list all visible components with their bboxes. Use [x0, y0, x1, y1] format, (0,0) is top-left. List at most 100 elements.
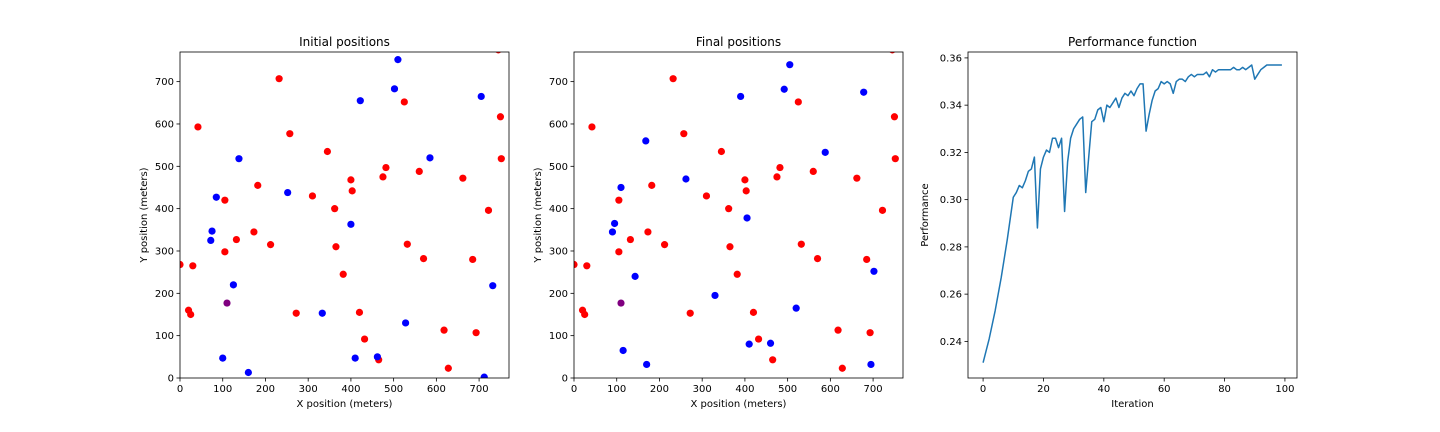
red-point	[574, 260, 578, 269]
red-point	[275, 75, 283, 83]
blue-point	[235, 155, 243, 163]
y-tick-label: 0.34	[940, 101, 962, 112]
red-point	[809, 167, 817, 175]
red-point	[440, 326, 448, 334]
red-point	[308, 192, 317, 200]
x-tick-label: 300	[693, 384, 712, 395]
chart-title: Performance function	[1068, 35, 1197, 49]
red-point	[754, 335, 763, 343]
red-point	[415, 167, 423, 175]
blue-point	[347, 220, 355, 228]
performance-line	[982, 64, 1282, 363]
red-point	[250, 228, 258, 236]
red-point	[644, 228, 652, 236]
red-point	[286, 130, 294, 138]
red-point	[472, 329, 480, 337]
x-tick-label: 40	[1097, 384, 1110, 395]
blue-point	[743, 214, 751, 222]
red-point	[379, 173, 387, 181]
x-tick-label: 20	[1037, 384, 1050, 395]
y-axis-label: Performance	[920, 183, 931, 246]
x-tick-label: 400	[341, 384, 360, 395]
blue-point	[356, 97, 364, 105]
blue-point	[860, 88, 868, 96]
x-tick-label: 700	[864, 384, 883, 395]
red-point	[419, 255, 428, 263]
y-axis-label: Y position (meters)	[139, 167, 150, 263]
blue-point	[745, 340, 753, 348]
red-point	[332, 243, 340, 251]
x-tick-label: 100	[1275, 384, 1294, 395]
x-tick-label: 700	[470, 384, 489, 395]
blue-point	[619, 346, 627, 355]
blue-point	[373, 353, 381, 361]
x-tick-label: 300	[299, 384, 318, 395]
red-point	[459, 174, 467, 182]
red-point	[773, 173, 781, 181]
red-point	[292, 309, 300, 317]
performance-function-panel: Performance function 0 20 40 60 80 100 0.24 0.26…	[920, 35, 1298, 410]
red-point	[221, 248, 229, 256]
x-axis-label: X position (meters)	[691, 399, 787, 410]
y-tick-label: 600	[155, 119, 174, 130]
blue-point	[786, 61, 794, 69]
y-axis-label: Y position (meters)	[533, 167, 544, 263]
x-tick-label: 100	[213, 384, 232, 395]
blue-point	[284, 188, 292, 197]
red-point	[187, 310, 195, 319]
x-tick-label: 200	[256, 384, 275, 395]
red-point	[221, 196, 229, 204]
y-tick-label: 0	[168, 374, 174, 385]
x-axis-label: X position (meters)	[297, 399, 393, 410]
red-point	[615, 196, 623, 204]
red-point	[339, 270, 347, 278]
red-point	[588, 123, 596, 131]
red-point	[863, 255, 871, 264]
blue-point	[870, 267, 878, 275]
axes-frame	[179, 51, 510, 379]
red-point	[890, 113, 899, 121]
red-point	[725, 205, 733, 213]
y-tick-label: 300	[155, 246, 174, 257]
red-point	[853, 174, 861, 182]
red-point	[749, 308, 758, 316]
blue-point	[219, 354, 227, 362]
red-point	[469, 255, 477, 264]
red-point	[347, 176, 355, 184]
y-tick-label: 0.24	[940, 337, 962, 348]
red-point	[496, 113, 505, 121]
y-tick-label: 700	[549, 77, 568, 88]
axes-frame	[967, 51, 1298, 379]
red-point	[834, 326, 842, 334]
red-point	[680, 130, 688, 138]
red-point	[648, 181, 656, 189]
red-point	[382, 163, 390, 172]
red-point	[360, 335, 369, 343]
x-tick-label: 100	[607, 384, 626, 395]
y-tick-label: 0	[562, 374, 568, 385]
y-tick-label: 0.30	[940, 195, 962, 206]
red-point	[660, 241, 669, 249]
red-point	[669, 75, 677, 83]
blue-point	[318, 309, 326, 317]
axes-frame	[573, 51, 904, 379]
red-point	[769, 356, 777, 364]
red-point	[797, 240, 805, 248]
x-tick-label: 60	[1158, 384, 1171, 395]
y-tick-label: 200	[549, 289, 568, 300]
red-point	[733, 270, 741, 278]
red-point	[891, 155, 899, 163]
blue-point	[867, 360, 875, 369]
red-point	[615, 248, 623, 256]
chart-title: Initial positions	[299, 35, 390, 49]
blue-point	[682, 175, 690, 183]
y-tick-label: 400	[155, 204, 174, 215]
y-tick-label: 100	[549, 331, 568, 342]
red-point	[331, 205, 339, 213]
blue-point	[821, 148, 829, 156]
x-tick-label: 500	[384, 384, 403, 395]
red-point	[866, 329, 874, 337]
red-point	[348, 187, 356, 195]
red-point	[180, 260, 184, 269]
